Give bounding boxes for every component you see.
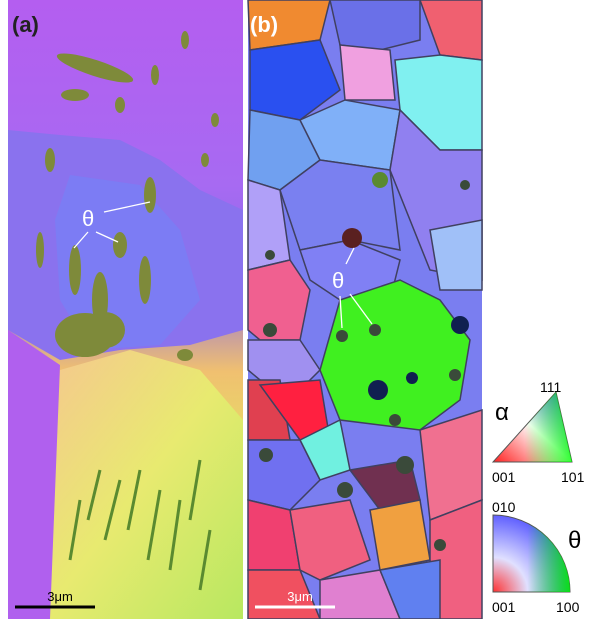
grain xyxy=(40,350,243,619)
page: (a) θ 3μm (b) θ 3μm α 111 001 101 010 θ … xyxy=(0,0,592,619)
legend-theta: 010 θ 001 100 xyxy=(492,499,581,615)
figure: (a) θ 3μm (b) θ 3μm α 111 001 101 010 θ … xyxy=(0,0,592,619)
panel-label: (b) xyxy=(250,12,278,37)
ipf-quarter-shade xyxy=(493,515,570,592)
panel-label: (a) xyxy=(12,12,39,37)
scale-bar-label: 3μm xyxy=(287,589,313,604)
annotation: θ xyxy=(82,206,94,231)
legend-symbol: α xyxy=(495,399,509,426)
corner-label: 001 xyxy=(492,599,516,615)
corner-label: 100 xyxy=(556,599,580,615)
corner-label: 010 xyxy=(492,499,516,515)
annotation: θ xyxy=(332,268,344,293)
scale-bar-label: 3μm xyxy=(47,589,73,604)
corner-label: 001 xyxy=(492,469,516,485)
legend-symbol: θ xyxy=(568,527,581,554)
legend-alpha: α 111 001 101 xyxy=(492,379,585,485)
corner-label: 101 xyxy=(561,469,585,485)
panel-a: (a) θ 3μm xyxy=(8,0,243,619)
panel-b: (b) θ 3μm xyxy=(248,0,482,619)
corner-label: 111 xyxy=(540,379,561,395)
